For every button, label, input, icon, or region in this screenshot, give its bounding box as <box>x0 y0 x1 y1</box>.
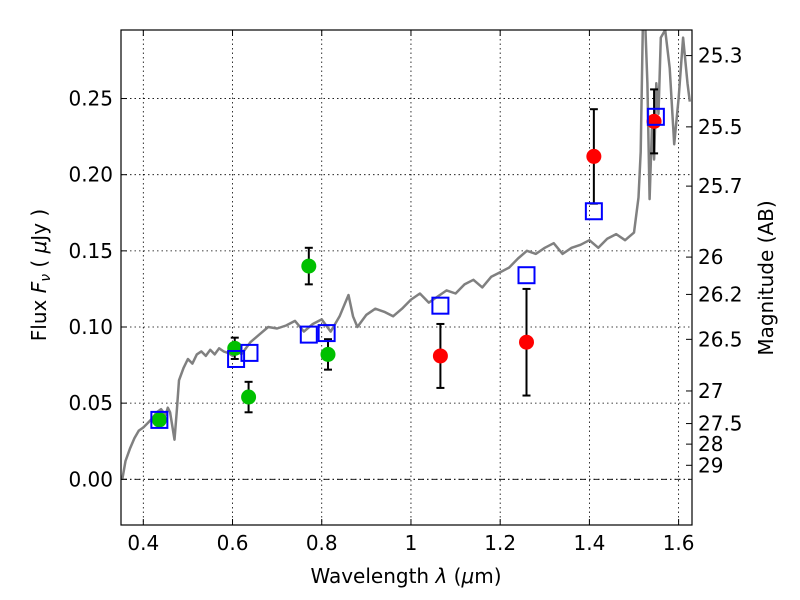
axis-title-part: ν <box>38 274 54 282</box>
data-point <box>432 348 448 364</box>
model-point <box>517 266 536 285</box>
magnitude-tick-label: 26.2 <box>698 282 743 306</box>
y-axis-title: Flux Fν ( μJy ) <box>27 209 54 341</box>
axis-title-part: ( <box>447 564 461 588</box>
magnitude-tick-label: 27.5 <box>698 412 743 436</box>
x-tick-label: 0.4 <box>127 531 159 555</box>
magnitude-axis-title: Magnitude (AB) <box>754 200 778 355</box>
x-tick-label: 0.8 <box>306 531 338 555</box>
magnitude-tick-label: 28 <box>698 432 723 456</box>
y-tick-label: 0.25 <box>68 87 113 111</box>
model-point <box>317 324 336 343</box>
axis-title-part: λ <box>434 564 447 588</box>
axis-title-part: Jy ) <box>27 209 51 243</box>
magnitude-tick-label: 26.5 <box>698 327 743 351</box>
model-point <box>646 107 665 126</box>
magnitude-tick-label: 29 <box>698 453 723 477</box>
x-tick-label: 1 <box>405 531 418 555</box>
x-tick-label: 0.6 <box>217 531 249 555</box>
axis-title-part: μ <box>27 241 51 255</box>
plot-frame <box>120 29 693 526</box>
data-point <box>227 340 243 356</box>
model-point <box>299 325 318 344</box>
axis-ticks: 0.4 0.6 0.8 1 1.2 1.4 1.6 0.00 0.05 0.10 0.15 0.20 0… <box>68 30 743 555</box>
axis-title-part: μ <box>460 564 474 588</box>
magnitude-tick-label: 27 <box>698 379 723 403</box>
y-tick-label: 0.10 <box>68 315 113 339</box>
model-point <box>584 202 603 221</box>
model-point <box>227 349 246 368</box>
data-point <box>151 412 167 428</box>
grid-lines <box>121 30 692 525</box>
y-tick-label: 0.15 <box>68 239 113 263</box>
axes-frame <box>120 29 693 526</box>
axis-title-part: ( <box>27 253 51 274</box>
model-point <box>150 410 169 429</box>
data-point <box>586 148 602 164</box>
data-point <box>241 389 257 405</box>
axis-title-part: m) <box>474 564 501 588</box>
x-tick-label: 1.6 <box>663 531 695 555</box>
plot-area <box>121 30 692 480</box>
model-point <box>240 343 259 362</box>
x-tick-label: 1.2 <box>484 531 516 555</box>
data-point <box>518 334 534 350</box>
magnitude-tick-label: 26 <box>698 245 723 269</box>
magnitude-tick-label: 25.7 <box>698 174 743 198</box>
model-point <box>431 296 450 315</box>
x-axis-title: Wavelength λ (μm) <box>310 564 501 588</box>
y-tick-label: 0.00 <box>68 467 113 491</box>
axis-title-part: Wavelength <box>310 564 435 588</box>
magnitude-tick-label: 25.5 <box>698 115 743 139</box>
magnitude-tick-label: 25.3 <box>698 44 743 68</box>
y-tick-label: 0.05 <box>68 391 113 415</box>
x-tick-label: 1.4 <box>573 531 605 555</box>
data-point <box>301 258 317 274</box>
model-sed-line <box>121 30 692 480</box>
data-point <box>320 346 336 362</box>
axis-title-part: Flux <box>27 293 51 341</box>
axis-title-part: F <box>27 281 51 293</box>
y-tick-label: 0.20 <box>68 163 113 187</box>
